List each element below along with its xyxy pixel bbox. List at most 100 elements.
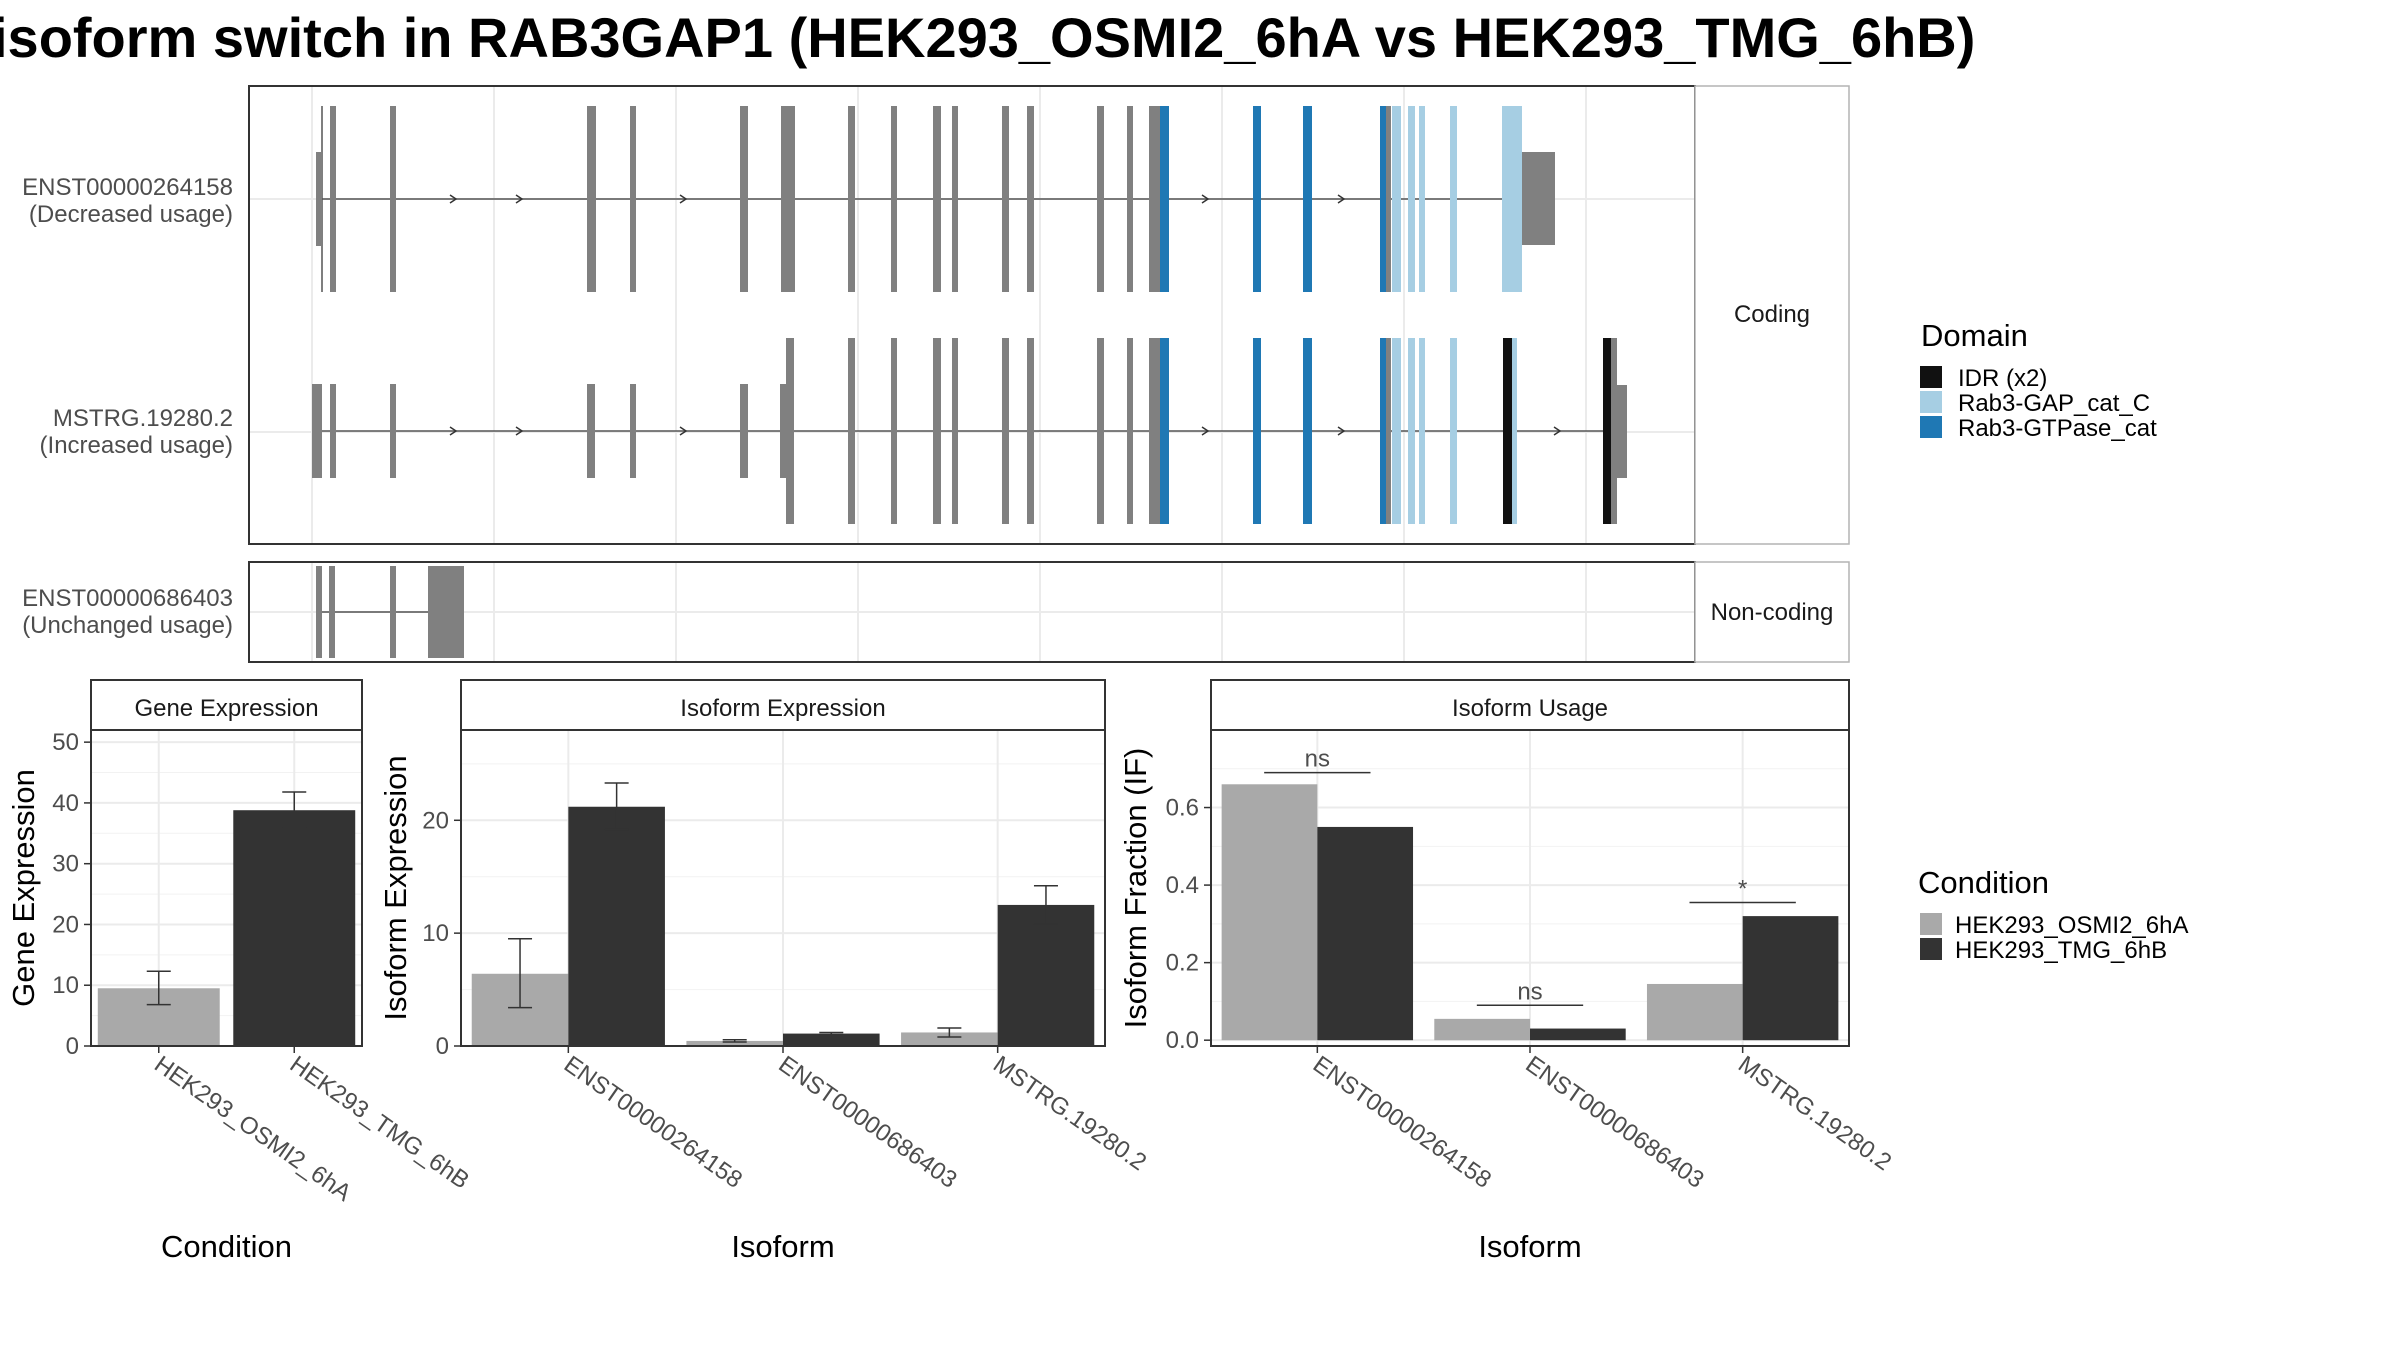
rab3gap_cat_c-domain-block: [1408, 338, 1415, 524]
domain-legend-title: Domain: [1921, 318, 2028, 353]
y-tick-label: 0.6: [1166, 795, 1199, 822]
noncoding-facet-label: Non-coding: [1711, 599, 1834, 626]
exon-block: [312, 384, 322, 478]
exon-block: [1149, 338, 1158, 524]
exon-block: [740, 106, 748, 292]
x-tick-label: ENST00000264158: [559, 1051, 747, 1194]
significance-label: ns: [1305, 746, 1330, 773]
figure-title: isoform switch in RAB3GAP1 (HEK293_OSMI2…: [0, 6, 1975, 69]
panel-title: Gene Expression: [134, 695, 318, 722]
strand-arrow: [1201, 194, 1210, 204]
domain-legend-key-idr: [1920, 366, 1942, 388]
bar: [1221, 784, 1318, 1041]
domain-legend-label-rab3-gtpase-cat: Rab3-GTPase_cat: [1958, 415, 2157, 442]
exon-block: [952, 338, 958, 524]
rab3_gtpase_cat-domain-block: [1160, 338, 1169, 524]
exon-block: [1611, 338, 1617, 524]
y-axis-title: Isoform Fraction (IF): [1118, 748, 1153, 1029]
transcript-usage-1: (Decreased usage): [29, 201, 233, 228]
isoform-usage-chart: Isoform Usage ns ns * 0.0 0.2 0.4 0.6 ENST000002…: [1118, 679, 1896, 1264]
panel-border: [90, 729, 363, 1047]
exon-block: [329, 566, 335, 658]
domain-legend-label-idr: IDR (x2): [1958, 365, 2047, 392]
exon-block: [933, 106, 941, 292]
rab3gap_cat_c-domain-block: [1392, 338, 1401, 524]
coding-facet-strip: [1694, 85, 1850, 545]
y-tick-label: 50: [52, 729, 79, 756]
rab3_gtpase_cat-domain-block: [1253, 106, 1261, 292]
y-tick-label: 10: [422, 920, 449, 947]
strand-arrow: [1337, 194, 1346, 204]
condition-legend-title: Condition: [1918, 865, 2049, 900]
exon-block: [786, 338, 794, 524]
y-tick-label: 0: [436, 1033, 449, 1060]
y-axis-title: Isoform Expression: [378, 755, 413, 1020]
condition-legend: Condition HEK293_OSMI2_6hA HEK293_TMG_6h…: [1918, 865, 2188, 964]
x-axis-title: Condition: [161, 1229, 292, 1264]
y-axis-title: Gene Expression: [6, 769, 41, 1007]
exon-block: [1149, 106, 1158, 292]
strand-arrow: [1553, 426, 1562, 436]
panel-title: Isoform Usage: [1452, 695, 1608, 722]
panel-title-strip: [1210, 679, 1850, 731]
bar: [1742, 916, 1839, 1041]
y-tick-label: 30: [52, 851, 79, 878]
exon-block: [780, 384, 786, 478]
utr-block: [1522, 152, 1555, 245]
strand-arrow: [679, 194, 688, 204]
x-tick-label: ENST00000686403: [1521, 1051, 1709, 1194]
condition-legend-label-b: HEK293_TMG_6hB: [1955, 937, 2167, 964]
domain-legend: Domain IDR (x2) Rab3-GAP_cat_C Rab3-GTPa…: [1920, 318, 2157, 442]
bar: [1646, 983, 1743, 1041]
bar: [997, 904, 1095, 1046]
exon-block: [390, 106, 396, 292]
rab3_gtpase_cat-domain-block: [1303, 106, 1312, 292]
transcript-structure-panel: Coding Non-coding ENST00000264158 (Decre…: [22, 85, 1850, 663]
exon-block: [1002, 338, 1009, 524]
domain-legend-key-rab3-gtpase-cat: [1920, 416, 1942, 438]
y-tick-label: 40: [52, 790, 79, 817]
bar: [901, 1032, 998, 1046]
x-axis-title: Isoform: [731, 1229, 834, 1264]
exon-block: [933, 338, 941, 524]
exon-block: [891, 106, 897, 292]
exon-block: [316, 152, 322, 246]
rab3gap_cat_c-domain-block: [1512, 338, 1517, 524]
rab3gap_cat_c-domain-block: [1392, 106, 1401, 292]
exon-block: [740, 384, 748, 478]
transcript-usage-2: (Increased usage): [40, 432, 233, 459]
exon-block: [1027, 338, 1034, 524]
y-tick-label: 0.2: [1166, 950, 1199, 977]
condition-legend-key-a: [1920, 913, 1942, 935]
panel-title-strip: [90, 679, 363, 731]
exon-block: [390, 566, 396, 658]
exon-block: [330, 106, 336, 292]
condition-legend-label-a: HEK293_OSMI2_6hA: [1955, 912, 2188, 939]
transcript-label-3: ENST00000686403: [22, 585, 233, 612]
rab3gap_cat_c-domain-block: [1419, 106, 1425, 292]
exon-block: [390, 384, 396, 478]
transcript-models: [312, 106, 1627, 658]
rab3_gtpase_cat-domain-block: [1160, 106, 1169, 292]
idr-domain-block: [1503, 338, 1512, 524]
exon-block: [1386, 106, 1391, 292]
y-tick-label: 20: [422, 807, 449, 834]
coding-facet-label: Coding: [1734, 301, 1810, 328]
strand-arrow: [1201, 426, 1210, 436]
strand-arrow: [515, 426, 524, 436]
condition-legend-key-b: [1920, 938, 1942, 960]
exon-block: [428, 566, 464, 658]
rab3_gtpase_cat-domain-block: [1380, 106, 1388, 292]
domain-legend-key-rab3gap-cat-c: [1920, 391, 1942, 413]
strand-arrow: [515, 194, 524, 204]
y-tick-label: 10: [52, 972, 79, 999]
exon-block: [1097, 338, 1104, 524]
bar: [568, 806, 665, 1046]
y-tick-label: 20: [52, 911, 79, 938]
rab3_gtpase_cat-domain-block: [1253, 338, 1261, 524]
y-tick-label: 0: [66, 1033, 79, 1060]
isoform-expression-chart: Isoform Expression 0 10 20 ENST00000264158 EN…: [378, 679, 1151, 1264]
exon-block: [587, 384, 595, 478]
strand-arrow: [449, 194, 458, 204]
